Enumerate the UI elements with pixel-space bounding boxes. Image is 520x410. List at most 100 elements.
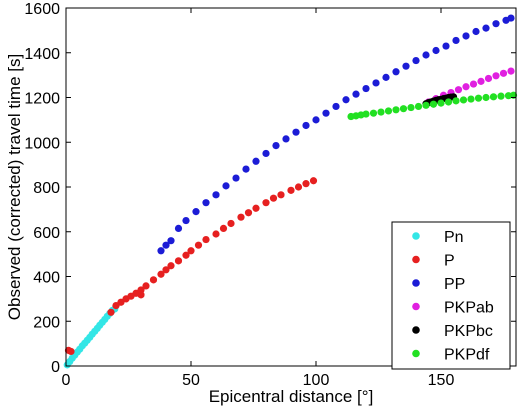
point-pp-11 bbox=[252, 157, 260, 165]
legend-marker-pkpbc bbox=[412, 326, 420, 334]
point-pp-33 bbox=[472, 27, 480, 36]
point-pkpdf-18 bbox=[474, 94, 483, 102]
point-pp-26 bbox=[402, 62, 410, 70]
point-pkpdf-11 bbox=[422, 101, 430, 109]
point-p-23 bbox=[237, 213, 245, 221]
x-tick-label: 150 bbox=[428, 372, 455, 389]
point-pp-29 bbox=[432, 46, 440, 55]
point-p-27 bbox=[269, 194, 278, 202]
point-p-18 bbox=[194, 241, 203, 249]
point-p-11 bbox=[149, 276, 158, 284]
point-pp-6 bbox=[202, 199, 210, 207]
point-p-22 bbox=[227, 219, 235, 228]
point-p-29 bbox=[287, 186, 295, 194]
y-tick-label: 1600 bbox=[24, 1, 60, 18]
point-pkpab-7 bbox=[477, 77, 485, 85]
legend-label-p: P bbox=[444, 253, 455, 270]
y-tick-label: 1400 bbox=[24, 46, 60, 63]
y-tick-label: 1200 bbox=[24, 91, 60, 108]
y-tick-label: 600 bbox=[33, 225, 60, 242]
point-pp-3 bbox=[174, 224, 183, 232]
point-pp-20 bbox=[342, 96, 350, 104]
point-pkpab-10 bbox=[499, 69, 508, 77]
y-tick-label: 800 bbox=[33, 180, 60, 197]
point-p-32 bbox=[309, 177, 318, 185]
point-pkpdf-13 bbox=[437, 99, 445, 107]
point-pkpdf-20 bbox=[489, 93, 498, 101]
point-p-28 bbox=[277, 191, 285, 199]
point-pkpdf-7 bbox=[392, 106, 400, 114]
point-pkpab-9 bbox=[492, 72, 500, 80]
point-p-25 bbox=[252, 204, 260, 212]
point-pp-9 bbox=[232, 174, 240, 182]
point-pkpdf-16 bbox=[459, 96, 468, 104]
point-pp-12 bbox=[262, 149, 270, 158]
x-tick-label: 50 bbox=[182, 372, 200, 389]
point-p-20 bbox=[212, 230, 220, 238]
point-pp-14 bbox=[282, 135, 290, 143]
legend-box bbox=[391, 221, 511, 370]
point-p-10 bbox=[142, 282, 150, 290]
point-pkpab-6 bbox=[469, 80, 478, 88]
y-tick-label: 400 bbox=[33, 270, 60, 287]
point-pp-30 bbox=[442, 42, 450, 50]
point-p-19 bbox=[202, 235, 210, 244]
point-pp-24 bbox=[382, 73, 390, 81]
point-p-24 bbox=[244, 209, 253, 217]
series-p bbox=[64, 177, 318, 356]
point-p-15 bbox=[174, 257, 183, 265]
point-pkpdf-4 bbox=[369, 109, 378, 117]
point-pp-22 bbox=[362, 84, 370, 93]
point-pp-16 bbox=[302, 121, 310, 130]
point-pkpdf-5 bbox=[377, 108, 385, 116]
point-p-13 bbox=[162, 266, 170, 274]
point-p-17 bbox=[187, 247, 195, 255]
point-pp-15 bbox=[292, 128, 300, 136]
point-p-14 bbox=[167, 262, 175, 270]
point-pkpdf-9 bbox=[407, 103, 415, 112]
point-pp-31 bbox=[452, 36, 460, 45]
point-p-30 bbox=[294, 183, 303, 191]
point-pp-4 bbox=[182, 216, 190, 225]
point-pp-18 bbox=[322, 109, 330, 117]
point-p-8 bbox=[137, 286, 145, 294]
point-pkpdf-10 bbox=[414, 102, 423, 111]
point-p-21 bbox=[219, 224, 228, 232]
point-pkpdf-12 bbox=[429, 100, 438, 108]
point-p-31 bbox=[302, 180, 310, 188]
series-pp bbox=[157, 14, 515, 255]
legend-label-pkpdf: PKPdf bbox=[444, 347, 490, 364]
legend-label-pkpab: PKPab bbox=[444, 300, 494, 317]
point-pp-1 bbox=[162, 241, 170, 249]
point-pkpdf-6 bbox=[384, 107, 393, 115]
x-axis-label: Epicentral distance [°] bbox=[209, 387, 374, 406]
point-pp-2 bbox=[167, 237, 175, 245]
y-axis-label: Observed (corrected) travel time [s] bbox=[5, 54, 24, 320]
point-pkpdf-21 bbox=[497, 92, 505, 100]
series-pkpdf bbox=[347, 91, 518, 121]
point-pkpab-4 bbox=[454, 86, 463, 94]
point-pp-8 bbox=[222, 182, 230, 190]
point-pkpab-5 bbox=[462, 83, 470, 91]
point-pp-28 bbox=[422, 51, 430, 59]
point-pp-23 bbox=[372, 79, 380, 87]
chart-axes: 0 50 100 150 0 200 400 600 800 1000 1200 1400 1600 bbox=[24, 1, 517, 389]
legend-marker-pn bbox=[412, 232, 420, 240]
y-tick-label: 0 bbox=[51, 359, 60, 376]
point-pp-13 bbox=[272, 142, 280, 150]
point-pkpdf-15 bbox=[452, 97, 460, 105]
point-p-12 bbox=[157, 270, 165, 278]
point-p-9 bbox=[137, 291, 145, 299]
point-p-1 bbox=[67, 347, 75, 356]
x-tick-label: 0 bbox=[62, 372, 71, 389]
point-pp-7 bbox=[212, 191, 220, 199]
legend-marker-pkpab bbox=[412, 302, 420, 311]
point-pp-21 bbox=[352, 90, 360, 98]
point-pp-0 bbox=[157, 247, 165, 255]
y-tick-label: 200 bbox=[33, 314, 60, 331]
legend-marker-pp bbox=[412, 279, 420, 287]
point-pkpdf-19 bbox=[482, 93, 490, 102]
point-pkpdf-8 bbox=[399, 105, 408, 113]
